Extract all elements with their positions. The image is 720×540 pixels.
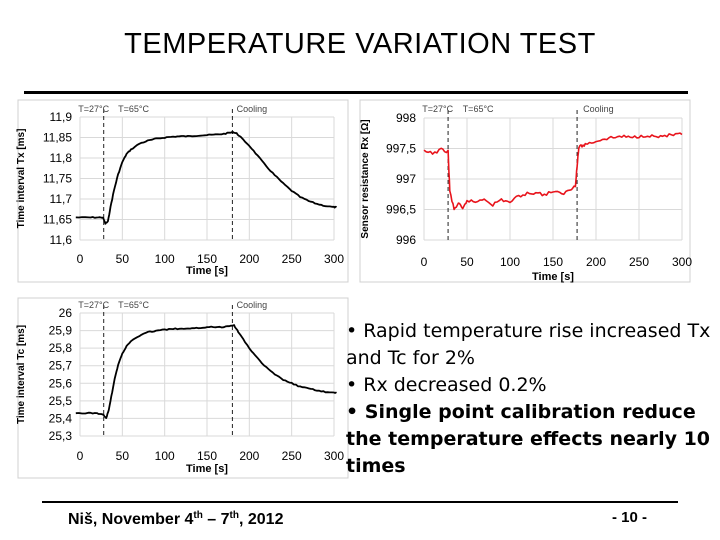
- bullet-item-2: • Rx decreased 0.2%: [346, 374, 547, 396]
- y-axis-label: Sensor resistance Rx [Ω]: [360, 119, 371, 238]
- y-tick-label: 11,65: [43, 213, 72, 227]
- series-line: [75, 131, 337, 225]
- phase-annotation: T=27°C: [78, 300, 109, 310]
- footer-date: Niš, November 4th – 7th, 2012: [68, 510, 283, 529]
- y-tick-label: 11,9: [50, 110, 73, 124]
- y-tick-label: 25,5: [49, 394, 73, 408]
- bullet-item-3: • Single point calibration reduce the te…: [346, 401, 711, 477]
- footer-divider: [42, 501, 678, 503]
- x-axis-label: Time [s]: [532, 271, 574, 283]
- y-axis-label: Time interval Tc [ms]: [16, 325, 27, 424]
- phase-annotation: T=65°C: [118, 104, 149, 114]
- x-tick-label: 250: [282, 252, 302, 266]
- x-tick-label: 0: [77, 449, 84, 463]
- y-tick-label: 26: [59, 306, 73, 320]
- x-tick-label: 250: [282, 449, 302, 463]
- x-axis-label: Time [s]: [186, 463, 228, 475]
- x-tick-label: 300: [324, 252, 344, 266]
- x-tick-label: 50: [116, 449, 130, 463]
- x-tick-label: 50: [116, 252, 130, 266]
- x-tick-label: 200: [239, 449, 259, 463]
- y-tick-label: 998: [396, 111, 416, 125]
- x-tick-label: 50: [460, 255, 474, 269]
- y-axis-label: Time interval Tx [ms]: [16, 129, 27, 229]
- y-tick-label: 25,6: [49, 376, 73, 390]
- bullet-item-1: • Rapid temperature rise increased Tx an…: [346, 320, 711, 369]
- chart-frame: [359, 99, 691, 283]
- footer-sup2: th: [229, 510, 239, 521]
- page-number: - 10 -: [612, 509, 648, 526]
- y-tick-label: 996: [396, 233, 416, 247]
- footer-sup1: th: [193, 510, 203, 521]
- x-tick-label: 150: [197, 449, 217, 463]
- x-tick-label: 0: [77, 252, 84, 266]
- y-tick-label: 11,6: [50, 233, 73, 247]
- phase-annotation: T=65°C: [463, 104, 494, 114]
- y-tick-label: 997: [396, 172, 416, 186]
- footer-dash: – 7: [202, 511, 230, 528]
- x-axis-label: Time [s]: [186, 265, 228, 277]
- phase-annotation: Cooling: [583, 104, 614, 114]
- title-divider: [24, 91, 688, 94]
- y-tick-label: 11,85: [43, 131, 72, 145]
- x-tick-label: 250: [629, 255, 649, 269]
- y-tick-label: 25,9: [49, 324, 73, 338]
- y-tick-label: 25,4: [49, 411, 73, 425]
- phase-annotation: T=27°C: [78, 104, 109, 114]
- series-line: [423, 132, 683, 211]
- x-tick-label: 300: [672, 255, 692, 269]
- y-tick-label: 997,5: [386, 142, 416, 156]
- phase-annotation: Cooling: [237, 300, 268, 310]
- x-tick-label: 150: [197, 252, 217, 266]
- phase-annotation: Cooling: [237, 104, 268, 114]
- slide-title: TEMPERATURE VARIATION TEST: [124, 28, 596, 60]
- y-tick-label: 996,5: [386, 203, 416, 217]
- y-tick-label: 11,75: [43, 172, 72, 186]
- x-tick-label: 100: [155, 252, 175, 266]
- phase-annotation: T=65°C: [118, 300, 149, 310]
- footer-year: , 2012: [238, 511, 284, 528]
- x-tick-label: 200: [586, 255, 606, 269]
- phase-annotation: T=27°C: [422, 104, 453, 114]
- x-tick-label: 300: [324, 449, 344, 463]
- chart-frame: [17, 297, 349, 479]
- y-tick-label: 11,8: [50, 151, 73, 165]
- y-tick-label: 25,8: [49, 341, 73, 355]
- x-tick-label: 0: [421, 255, 428, 269]
- x-tick-label: 100: [500, 255, 520, 269]
- series-line: [75, 324, 337, 419]
- x-tick-label: 200: [239, 252, 259, 266]
- x-tick-label: 100: [155, 449, 175, 463]
- y-tick-label: 11,7: [50, 192, 73, 206]
- x-tick-label: 150: [543, 255, 563, 269]
- y-tick-label: 25,7: [49, 359, 73, 373]
- chart-frame: [17, 99, 349, 283]
- footer-city: Niš, November 4: [68, 511, 194, 528]
- bullet-list: • Rapid temperature rise increased Tx an…: [346, 318, 716, 480]
- y-tick-label: 25,3: [49, 429, 73, 443]
